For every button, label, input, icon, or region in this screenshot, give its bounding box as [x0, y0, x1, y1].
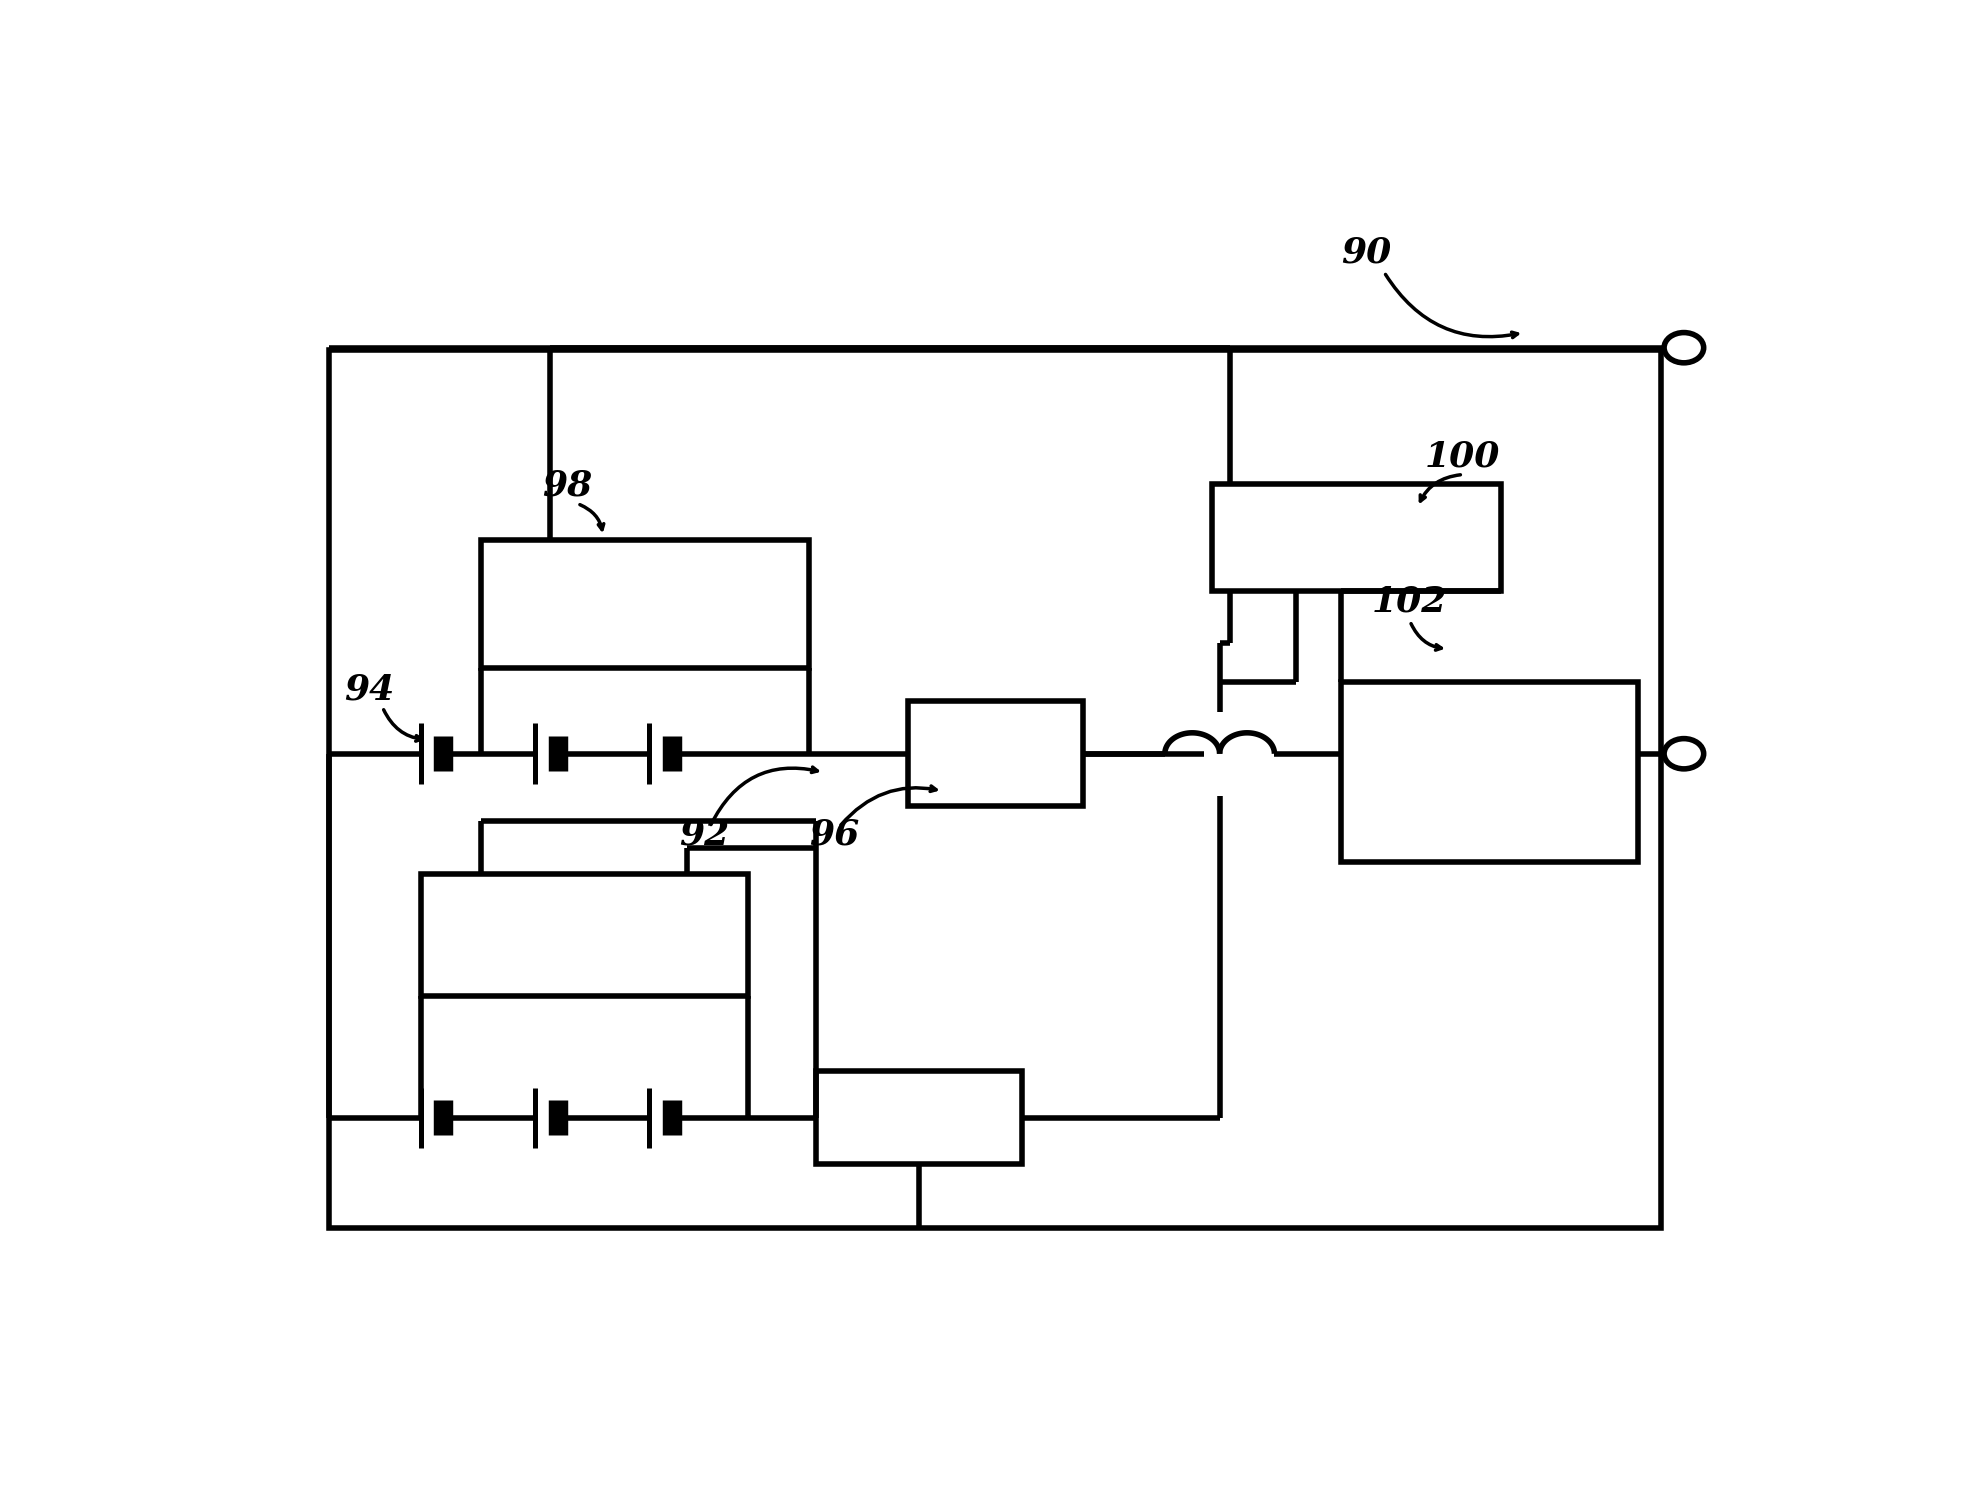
Text: 98: 98 — [542, 468, 593, 503]
Text: 94: 94 — [344, 672, 395, 706]
Bar — [1212, 484, 1500, 591]
Text: 90: 90 — [1341, 236, 1392, 270]
Text: 92: 92 — [680, 817, 729, 852]
Text: 100: 100 — [1426, 440, 1500, 473]
Bar — [330, 351, 1662, 1228]
Text: 96: 96 — [809, 817, 858, 852]
Text: 102: 102 — [1371, 585, 1447, 620]
Bar — [907, 701, 1082, 805]
Bar — [420, 873, 748, 996]
Bar — [817, 1071, 1021, 1165]
Bar — [1341, 681, 1638, 861]
Bar — [481, 539, 809, 668]
